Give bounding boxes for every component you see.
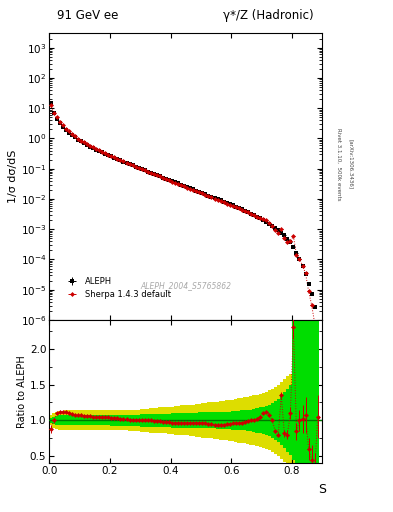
- X-axis label: S: S: [318, 483, 326, 497]
- Text: γ*/Z (Hadronic): γ*/Z (Hadronic): [224, 9, 314, 22]
- Text: ALEPH_2004_S5765862: ALEPH_2004_S5765862: [140, 281, 231, 290]
- Y-axis label: Ratio to ALEPH: Ratio to ALEPH: [17, 355, 27, 428]
- Text: [arXiv:1306.3436]: [arXiv:1306.3436]: [348, 139, 353, 189]
- Legend: ALEPH, Sherpa 1.4.3 default: ALEPH, Sherpa 1.4.3 default: [61, 274, 173, 302]
- Y-axis label: 1/σ dσ/dS: 1/σ dσ/dS: [8, 150, 18, 203]
- Text: Rivet 3.1.10,  500k events: Rivet 3.1.10, 500k events: [336, 127, 341, 200]
- Text: 91 GeV ee: 91 GeV ee: [57, 9, 119, 22]
